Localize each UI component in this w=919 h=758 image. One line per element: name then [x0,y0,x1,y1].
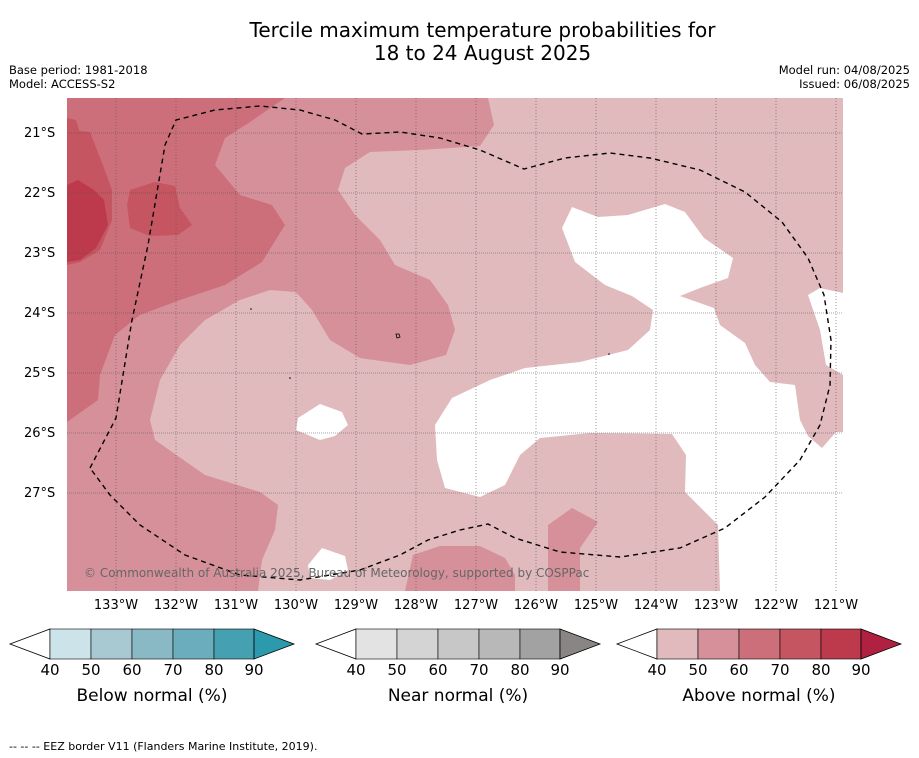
colorbar-near-bin [478,628,521,660]
colorbar-near-bin [396,628,439,660]
colorbar-near-bin [437,628,480,660]
tick-label: 60 [729,661,749,679]
colorbar-above [615,628,903,660]
issued-date: Issued: 06/08/2025 [799,77,910,91]
tick-label: 90 [851,661,871,679]
title-line-1: Tercile maximum temperature probabilitie… [249,18,716,42]
colorbar-near-max-arrow [559,628,602,660]
lat-label: 22°S [24,186,56,201]
colorbar-near-title: Near normal (%) [387,686,529,706]
colorbar-below-max-arrow [253,628,296,660]
region-white-east [435,204,843,591]
meta-right: Model run: 04/08/2025 Issued: 06/08/2025 [779,63,910,91]
tick-label: 40 [346,661,366,679]
colorbar-near-min-arrow [314,628,357,660]
colorbar-above-bin [779,628,822,660]
colorbar-near-bin [355,628,398,660]
footnote-eez: -- -- -- EEZ border V11 (Flanders Marine… [9,740,318,753]
chart-title: Tercile maximum temperature probabilitie… [0,19,919,65]
region-white-small [296,404,348,440]
colorbar-near-bin [519,628,561,660]
lat-label: 23°S [24,246,56,261]
lon-label: 127°W [453,598,499,613]
tick-label: 70 [469,661,489,679]
colorbar-below-bin [131,628,174,660]
copyright-text: © Commonwealth of Australia 2025, Bureau… [84,566,590,580]
lon-label: 123°W [693,598,739,613]
lon-label: 126°W [513,598,559,613]
colorbar-below-title: Below normal (%) [76,686,228,706]
tick-label: 40 [40,661,60,679]
tick-label: 50 [81,661,101,679]
tick-label: 40 [647,661,667,679]
region-above-80 [67,180,108,262]
lat-label: 27°S [24,486,56,501]
tick-label: 90 [244,661,264,679]
lon-label: 130°W [273,598,319,613]
tick-label: 50 [688,661,708,679]
tick-label: 60 [122,661,142,679]
colorbar-below [8,628,296,660]
lon-label: 122°W [753,598,799,613]
lat-grid-lines [67,132,843,494]
colorbar-above-bin [656,628,699,660]
tick-label: 70 [770,661,790,679]
colorbar-above-bin [697,628,740,660]
island-1 [395,333,401,339]
tick-label: 80 [204,661,224,679]
colorbar-below-bin [172,628,215,660]
island-4 [608,353,610,355]
tick-label: 70 [163,661,183,679]
colorbar-above-title: Above normal (%) [682,686,836,706]
colorbar-below-bin [90,628,133,660]
colorbar-above-min-arrow [615,628,658,660]
lat-label: 26°S [24,426,56,441]
tick-label: 90 [550,661,570,679]
lon-label: 121°W [813,598,859,613]
lon-label: 125°W [573,598,619,613]
lat-label: 24°S [24,306,56,321]
colorbar-below-bin [49,628,92,660]
lat-label: 21°S [24,126,56,141]
colorbar-below-min-arrow [8,628,51,660]
colorbar-below-bin [213,628,255,660]
colorbar-above-bin [738,628,781,660]
lon-label: 133°W [93,598,139,613]
lon-label: 124°W [633,598,679,613]
region-above-50-bottom [405,546,515,591]
colorbar-above-bin [820,628,862,660]
tick-label: 80 [510,661,530,679]
base-period: Base period: 1981-2018 [9,63,148,77]
meta-left: Base period: 1981-2018 Model: ACCESS-S2 [9,63,148,91]
island-2 [250,308,252,310]
eez-border [89,105,832,581]
region-white-bottom [308,548,348,580]
region-above-70-blob [127,182,192,236]
title-line-2: 18 to 24 August 2025 [373,41,592,65]
model-name: Model: ACCESS-S2 [9,77,116,91]
region-above-50-small [548,508,598,591]
model-run: Model run: 04/08/2025 [778,63,910,77]
lon-label: 132°W [153,598,199,613]
lon-label: 129°W [333,598,379,613]
colorbar-above-max-arrow [860,628,903,660]
island-3 [289,377,291,379]
lat-label: 25°S [24,366,56,381]
tick-label: 50 [387,661,407,679]
lon-label: 131°W [213,598,259,613]
tick-label: 80 [811,661,831,679]
grid-lines [115,98,837,591]
lon-label: 128°W [393,598,439,613]
tick-label: 60 [428,661,448,679]
colorbar-near [314,628,602,660]
